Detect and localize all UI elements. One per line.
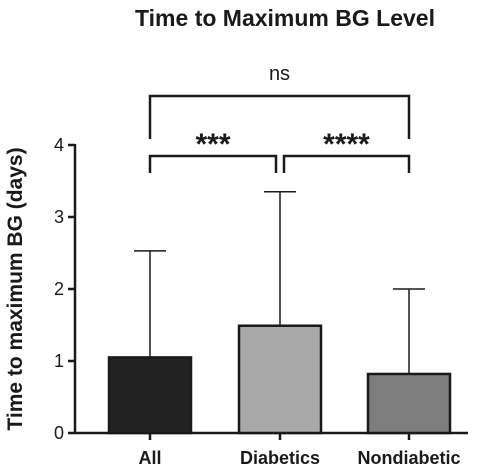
bar-all — [107, 356, 193, 435]
y-tick-label: 4 — [54, 135, 64, 155]
significance-label: ns — [269, 63, 290, 85]
y-tick-label: 2 — [54, 279, 64, 299]
x-tick-label: All — [138, 448, 161, 468]
bar-nondiabetic — [366, 372, 452, 435]
y-tick-label: 3 — [54, 207, 64, 227]
x-tick-label: Nondiabetic — [357, 448, 460, 468]
significance-bracket — [282, 154, 411, 173]
chart-title: Time to Maximum BG Level — [135, 5, 435, 31]
bar-diabetics — [237, 324, 323, 435]
significance-bracket — [148, 154, 278, 173]
significance-label: **** — [323, 128, 370, 161]
significance-label: *** — [195, 128, 230, 161]
y-tick-label: 0 — [54, 423, 64, 443]
significance-bracket — [148, 94, 411, 139]
x-tick-label: Diabetics — [240, 448, 320, 468]
y-tick-label: 1 — [54, 351, 64, 371]
y-axis-label: Time to maximum BG (days) — [4, 147, 27, 430]
